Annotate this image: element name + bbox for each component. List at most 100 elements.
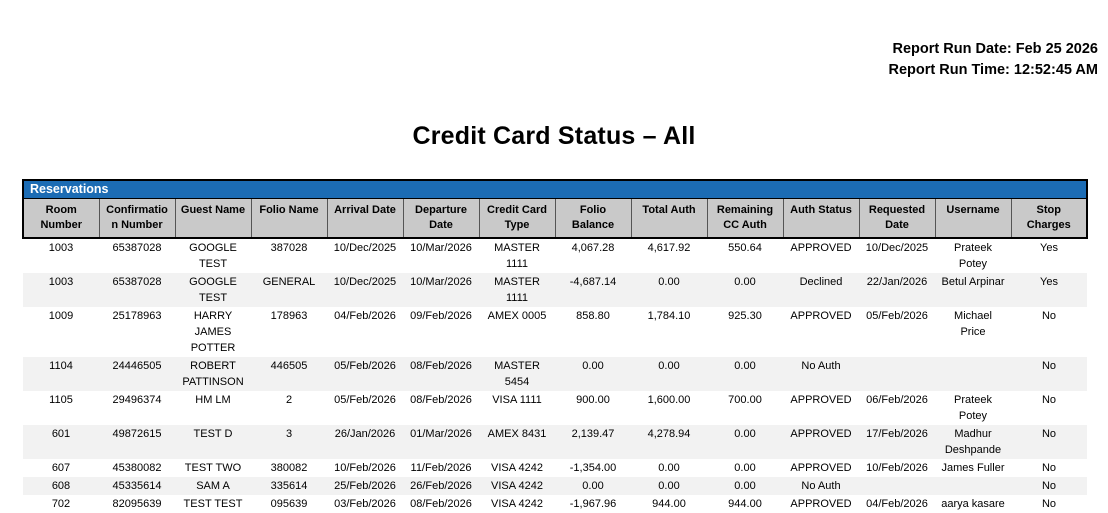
table-cell: 10/Mar/2026 [410,276,472,288]
table-cell: No [1041,360,1057,372]
table-cell: 04/Feb/2026 [866,498,928,510]
table-body: 1003 65387028 GOOGLE TEST 387028 10/Dec/2025… [23,238,1087,513]
table-cell: AMEX 8431 [487,428,547,440]
table-cell: 608 [51,480,71,492]
table-cell: 2,139.47 [571,428,615,440]
table-cell: 1003 [48,276,74,288]
table-cell: 0.00 [734,276,756,288]
table-cell: 24446505 [112,360,162,372]
table-cell: 10/Feb/2026 [866,462,928,474]
table-cell: 05/Feb/2026 [334,360,396,372]
table-cell: 0.00 [582,480,604,492]
column-header-9: Remaining CC Auth [706,199,783,239]
table-cell: Declined [799,276,843,288]
table-cell: MASTER 1111 [494,242,540,270]
column-header-7: Folio Balance [554,199,631,239]
table-cell: 4,617.92 [647,242,691,254]
table-cell: 09/Feb/2026 [410,310,472,322]
table-cell: 22/Jan/2026 [866,276,928,288]
report-run-date: Report Run Date: Feb 25 2026 [892,41,1098,57]
table-cell: 0.00 [734,360,756,372]
table-cell: No [1041,498,1057,510]
table-cell: 702 [51,498,71,510]
table-header: Room Number Confirmatio n Number Guest Nam… [22,199,1088,239]
page-title: Credit Card Status – All [412,122,696,150]
table-cell: Prateek Potey [954,242,992,270]
table-cell: Prateek Potey [954,394,992,422]
table-cell: GENERAL [262,276,316,288]
table-row: 702 82095639 TEST TEST 095639 03/Feb/2026 08/… [23,495,1087,513]
table-cell: 26/Feb/2026 [410,480,472,492]
table-cell: APPROVED [790,242,852,254]
table-cell: Yes [1040,276,1058,288]
table-cell: 06/Feb/2026 [866,394,928,406]
table-cell: 3 [285,428,293,440]
table-cell: 1009 [48,310,74,322]
table-cell: 0.00 [658,480,680,492]
table-cell: 10/Dec/2025 [333,242,397,254]
table-cell: 095639 [270,498,308,510]
reservations-section-header: Reservations [22,179,1088,199]
report-run-time: Report Run Time: 12:52:45 AM [888,62,1099,78]
column-header-8: Total Auth [630,199,707,239]
table-cell: APPROVED [790,428,852,440]
column-header-10: Auth Status [782,199,859,239]
table-cell: No [1041,394,1057,406]
table-cell: 01/Mar/2026 [410,428,472,440]
table-cell: ROBERT PATTINSON [182,360,244,388]
table-cell: 858.80 [576,310,610,322]
reservations-table: Room Number Confirmatio n Number Guest Nam… [22,199,1088,513]
table-cell: 387028 [270,242,308,254]
table-cell: 08/Feb/2026 [410,498,472,510]
table-cell: VISA 4242 [491,498,543,510]
table-header-row: Room Number Confirmatio n Number Guest Nam… [22,199,1088,239]
table-cell: 2 [285,394,293,406]
table-cell: 601 [51,428,71,440]
table-cell: MASTER 1111 [494,276,540,304]
table-cell: 944.00 [652,498,686,510]
table-cell: 04/Feb/2026 [334,310,396,322]
table-cell: 1105 [49,394,73,406]
table-cell: 11/Feb/2026 [410,462,472,474]
table-cell: AMEX 0005 [487,310,547,322]
report-run-info: Report Run Date: Feb 25 2026 Report Run … [889,39,1099,81]
table-cell: TEST TWO [184,462,242,474]
table-cell: 08/Feb/2026 [410,394,472,406]
table-cell: 900.00 [576,394,610,406]
table-cell: 446505 [270,360,308,372]
table-cell: APPROVED [790,394,852,406]
table-cell: Betul Arpinar [941,276,1005,288]
table-cell: 05/Feb/2026 [866,310,928,322]
table-cell: 4,278.94 [647,428,691,440]
table-cell: James Fuller [941,462,1005,474]
table-cell: VISA 1111 [492,394,542,406]
table-cell: 05/Feb/2026 [334,394,396,406]
table-cell: 45335614 [112,480,162,492]
table-cell: Madhur Deshpande [944,428,1002,456]
table-cell [859,357,935,391]
table-cell: 1104 [49,360,73,372]
table-cell: 29496374 [112,394,162,406]
table-cell: HM LM [195,394,231,406]
table-row: 607 45380082 TEST TWO 380082 10/Feb/2026 11/F… [23,459,1087,477]
table-cell: 0.00 [658,276,680,288]
table-cell: 10/Mar/2026 [410,242,472,254]
table-cell: GOOGLE TEST [189,276,237,304]
column-header-6: Credit Card Type [478,199,555,239]
column-header-3: Folio Name [250,199,327,239]
table-cell: 380082 [270,462,308,474]
column-header-1: Confirmatio n Number [98,199,175,239]
table-cell: 82095639 [112,498,162,510]
table-cell: 49872615 [112,428,162,440]
table-cell: -1,967.96 [569,498,617,510]
table-cell: APPROVED [790,462,852,474]
table-row: 1003 65387028 GOOGLE TEST 387028 10/Dec/2025… [23,238,1087,273]
table-cell: 550.64 [728,242,762,254]
table-cell: APPROVED [790,498,852,510]
table-cell: 25178963 [112,310,162,322]
table-cell: TEST TEST [183,498,243,510]
table-cell: 1,600.00 [647,394,691,406]
table-cell: SAM A [196,480,230,492]
table-cell: -4,687.14 [569,276,617,288]
table-cell: aarya kasare [941,498,1005,510]
